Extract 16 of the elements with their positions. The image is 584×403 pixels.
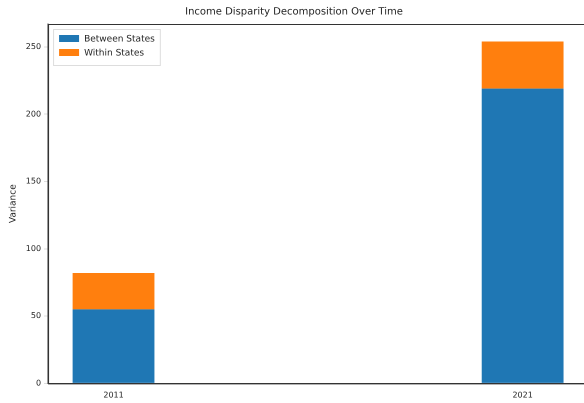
- bar: [482, 88, 564, 383]
- x-tick-label: 2011: [103, 390, 124, 400]
- y-tick-label: 250: [26, 42, 42, 51]
- y-tick-label: 50: [30, 311, 42, 320]
- bar: [482, 42, 564, 89]
- x-tick-label: 2021: [512, 390, 533, 400]
- y-tick-label: 150: [26, 176, 42, 186]
- bar: [72, 273, 154, 310]
- chart-title: Income Disparity Decomposition Over Time: [185, 6, 403, 18]
- legend-label: Within States: [84, 48, 144, 58]
- y-tick-label: 0: [36, 378, 42, 388]
- bar: [72, 309, 154, 383]
- y-tick-label: 200: [26, 109, 42, 118]
- legend-label: Between States: [84, 34, 156, 44]
- y-tick-label: 100: [26, 244, 42, 253]
- y-axis-title: Variance: [8, 184, 19, 224]
